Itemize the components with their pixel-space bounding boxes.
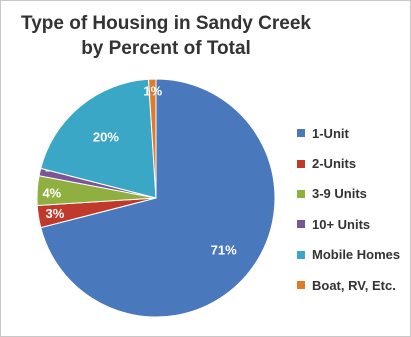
legend-label-boat-rv: Boat, RV, Etc. bbox=[312, 277, 396, 293]
legend-swatch-2-units bbox=[297, 159, 305, 168]
data-label-3-9-units: 4% bbox=[42, 186, 61, 201]
chart-title-line-2: by Percent of Total bbox=[81, 38, 251, 59]
legend-swatch-boat-rv bbox=[297, 281, 305, 290]
legend-item-2-units: 2-Units bbox=[297, 148, 400, 178]
legend-item-3-9-units: 3-9 Units bbox=[297, 179, 400, 209]
data-label-mobile-homes: 20% bbox=[93, 129, 119, 144]
data-label-2-units: 3% bbox=[46, 206, 65, 221]
legend-swatch-3-9-units bbox=[297, 189, 305, 198]
legend-label-1-unit: 1-Unit bbox=[312, 125, 349, 141]
legend-swatch-10-plus-units bbox=[297, 220, 305, 229]
data-label-boat-rv: 1% bbox=[143, 84, 162, 99]
legend-swatch-1-unit bbox=[297, 129, 305, 138]
chart-title: Type of Housing in Sandy Creek by Percen… bbox=[1, 11, 331, 61]
pie-slice-1-unit bbox=[40, 78, 276, 318]
legend-item-1-unit: 1-Unit bbox=[297, 118, 400, 148]
chart-legend: 1-Unit 2-Units 3-9 Units 10+ Units Mobil… bbox=[297, 118, 400, 300]
legend-item-mobile-homes: Mobile Homes bbox=[297, 240, 400, 270]
pie-slice-mobile-homes bbox=[40, 78, 157, 199]
chart-title-line-1: Type of Housing in Sandy Creek bbox=[21, 13, 311, 34]
legend-item-boat-rv: Boat, RV, Etc. bbox=[297, 270, 400, 300]
data-label-1-unit: 71% bbox=[211, 243, 237, 258]
legend-label-2-units: 2-Units bbox=[312, 156, 357, 172]
legend-swatch-mobile-homes bbox=[297, 250, 305, 259]
legend-label-mobile-homes: Mobile Homes bbox=[312, 247, 401, 263]
pie-slice-boat-rv bbox=[147, 78, 157, 199]
legend-label-10-plus-units: 10+ Units bbox=[312, 216, 371, 232]
legend-item-10-plus-units: 10+ Units bbox=[297, 209, 400, 239]
legend-label-3-9-units: 3-9 Units bbox=[312, 186, 367, 202]
